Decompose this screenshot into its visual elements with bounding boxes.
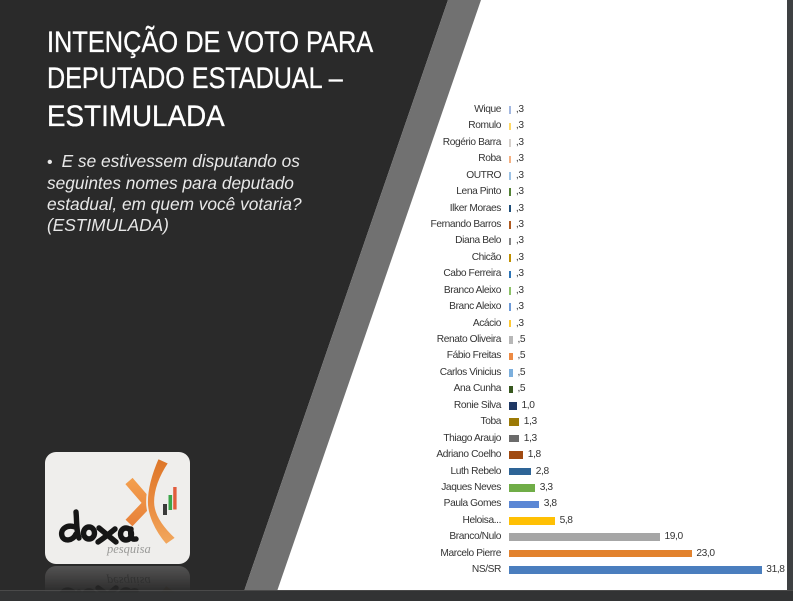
svg-text:pesquisa: pesquisa [106,574,151,588]
svg-text:pesquisa: pesquisa [106,542,151,556]
